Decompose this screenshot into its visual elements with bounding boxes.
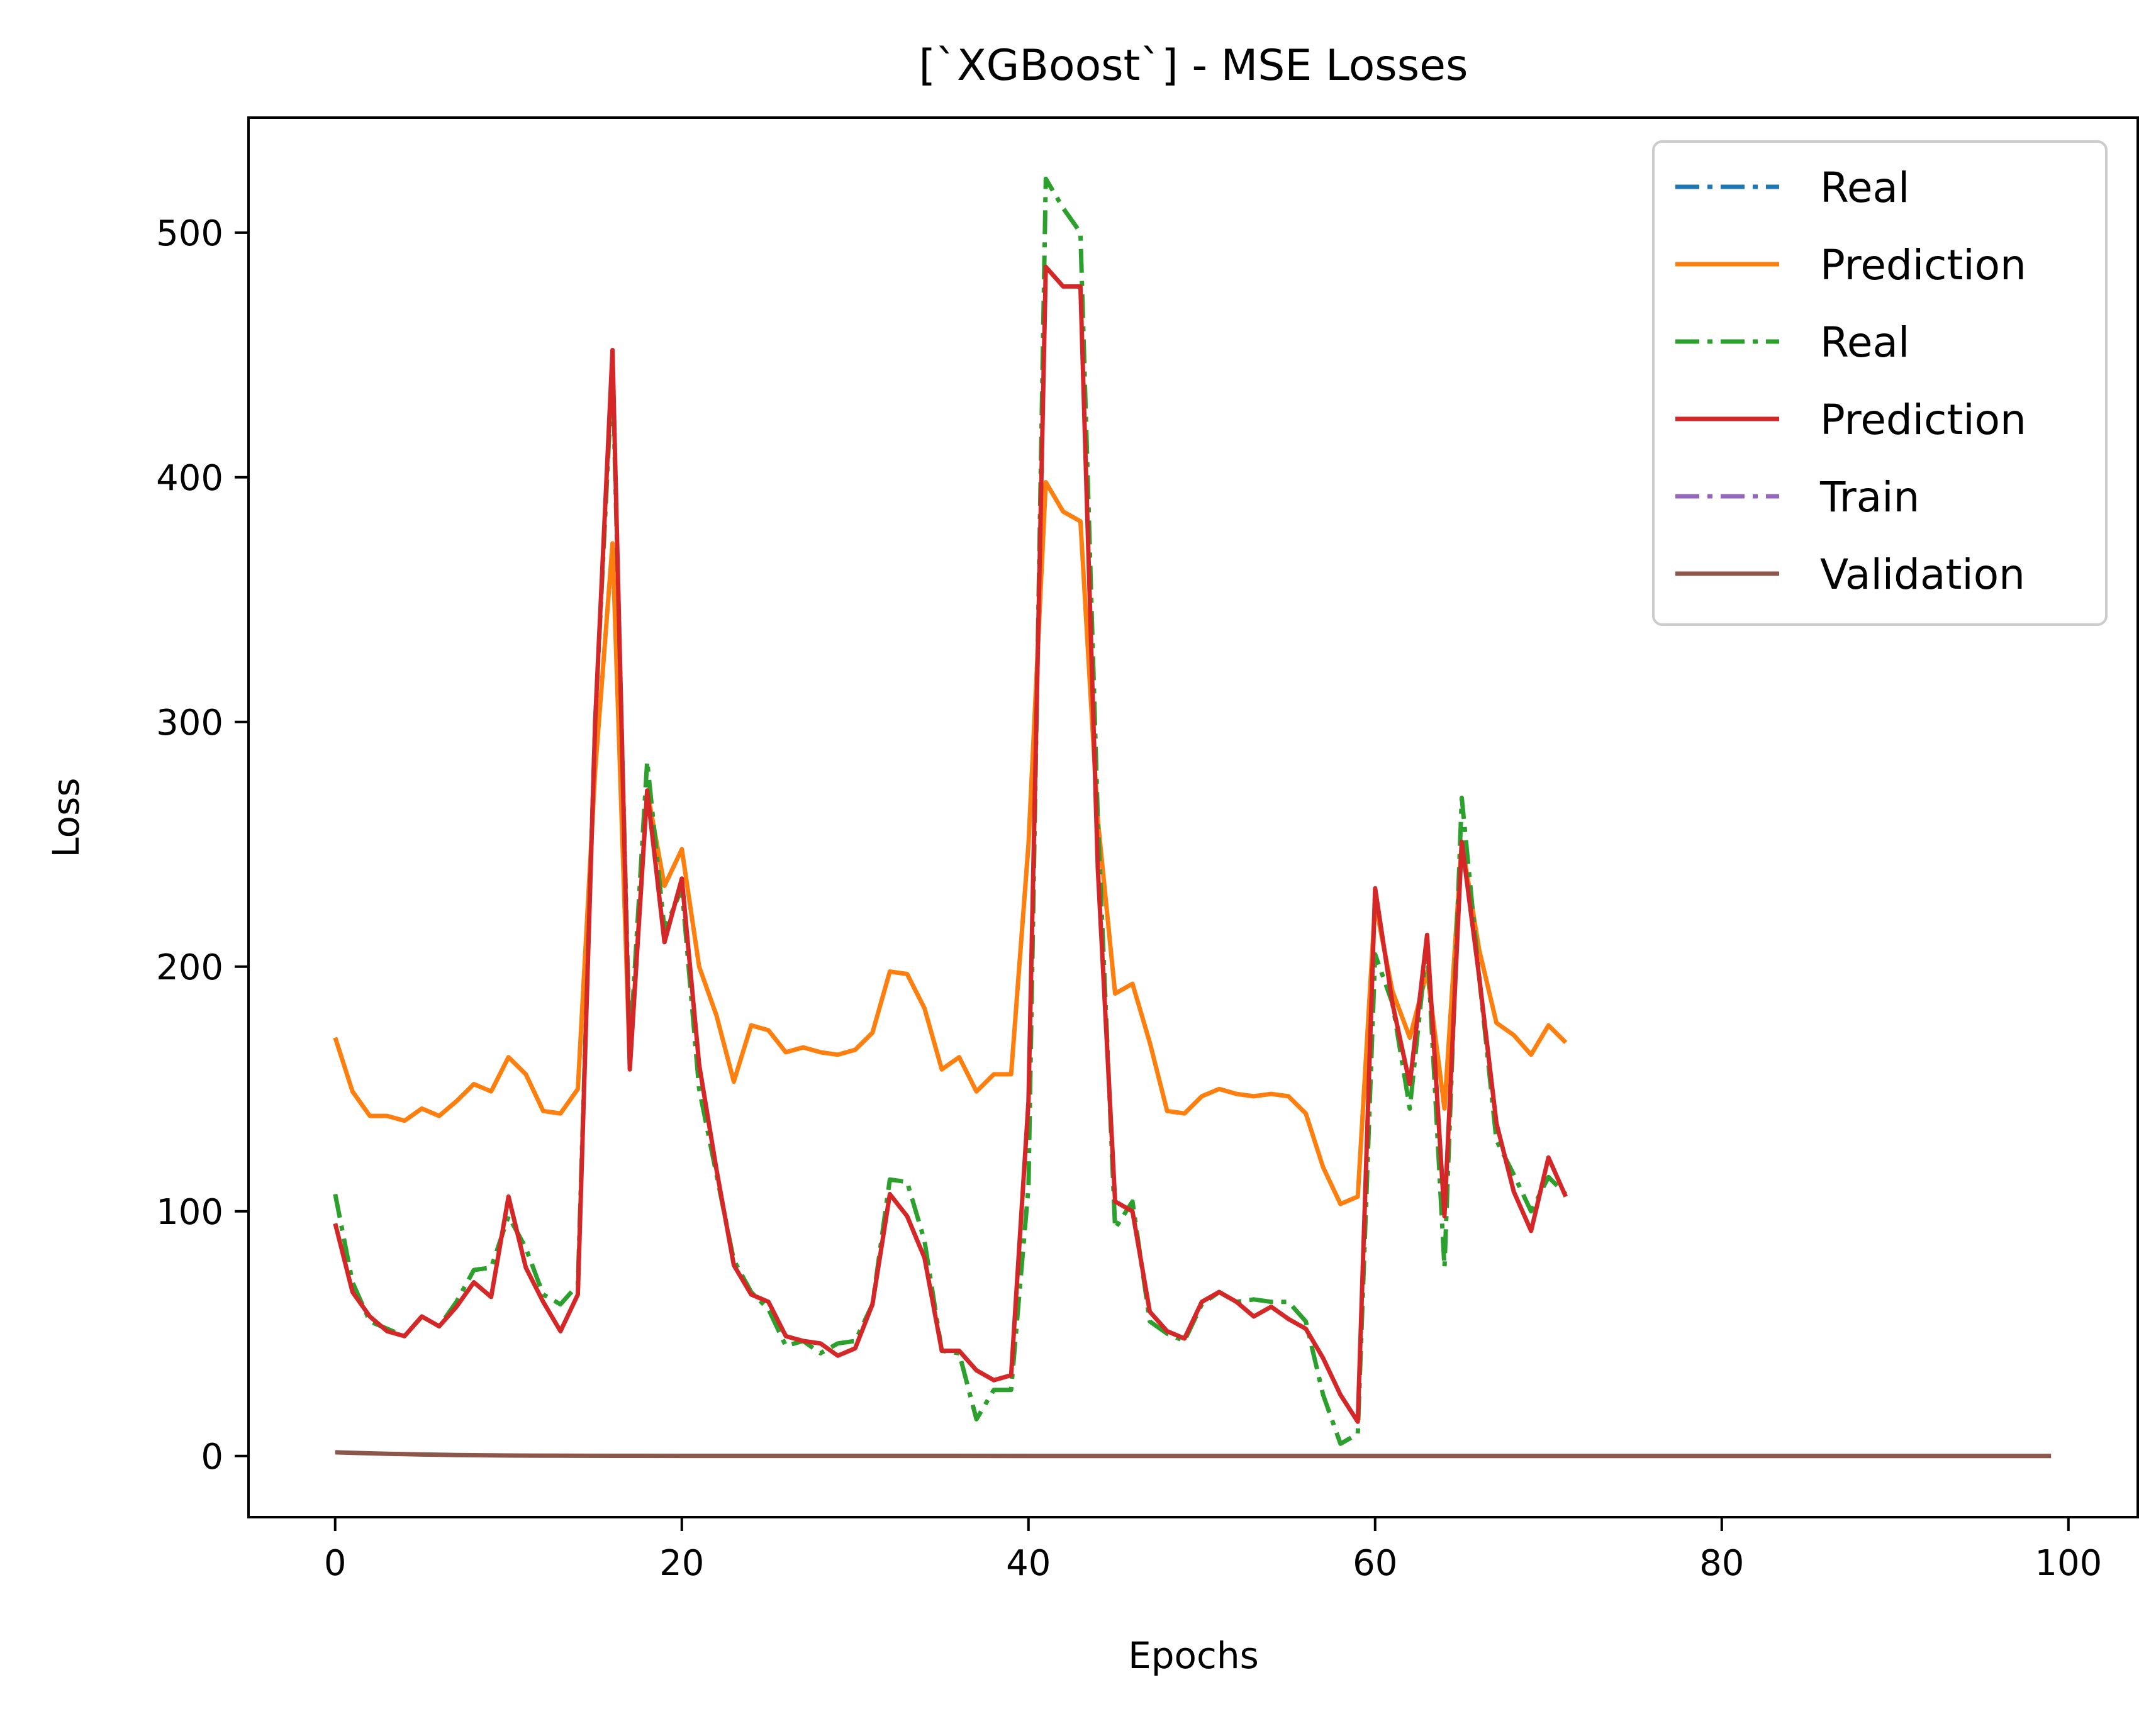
y-axis-title: Loss [45, 777, 87, 857]
y-tick-label: 400 [156, 458, 223, 499]
y-tick-label: 500 [156, 213, 223, 254]
series-line-1-prediction [333, 480, 1568, 1206]
x-tick-label: 40 [1006, 1543, 1051, 1584]
x-tick-label: 80 [1699, 1543, 1744, 1584]
legend-label: Prediction [1820, 241, 2026, 289]
plot-frame [247, 116, 2139, 1518]
legend-label: Train [1819, 473, 1919, 521]
series-line-5-validation [335, 1450, 2052, 1459]
x-tick-label: 100 [2035, 1543, 2102, 1584]
legend-label: Prediction [1820, 396, 2026, 444]
y-tick-label: 200 [156, 947, 223, 988]
y-tick-label: 100 [156, 1192, 223, 1233]
series-line-3-prediction [333, 264, 1568, 1424]
legend-label: Real [1820, 164, 1909, 212]
chart-title: [`XGBoost`] - MSE Losses [919, 41, 1468, 91]
legend-label: Real [1820, 318, 1909, 367]
y-axis: 0 100 200 300 400 500 [156, 213, 249, 1478]
legend: Real Prediction Real Prediction Train Validat… [1652, 140, 2108, 626]
x-tick-label: 60 [1353, 1543, 1397, 1584]
x-axis: 0 20 40 60 80 100 [324, 1517, 2102, 1584]
legend-label: Validation [1820, 550, 2025, 599]
series-layer [333, 176, 2052, 1459]
x-tick-label: 20 [659, 1543, 704, 1584]
x-axis-title: Epochs [1128, 1634, 1259, 1677]
x-tick-label: 0 [324, 1543, 347, 1584]
y-tick-label: 300 [156, 703, 223, 743]
y-tick-label: 0 [201, 1437, 223, 1478]
